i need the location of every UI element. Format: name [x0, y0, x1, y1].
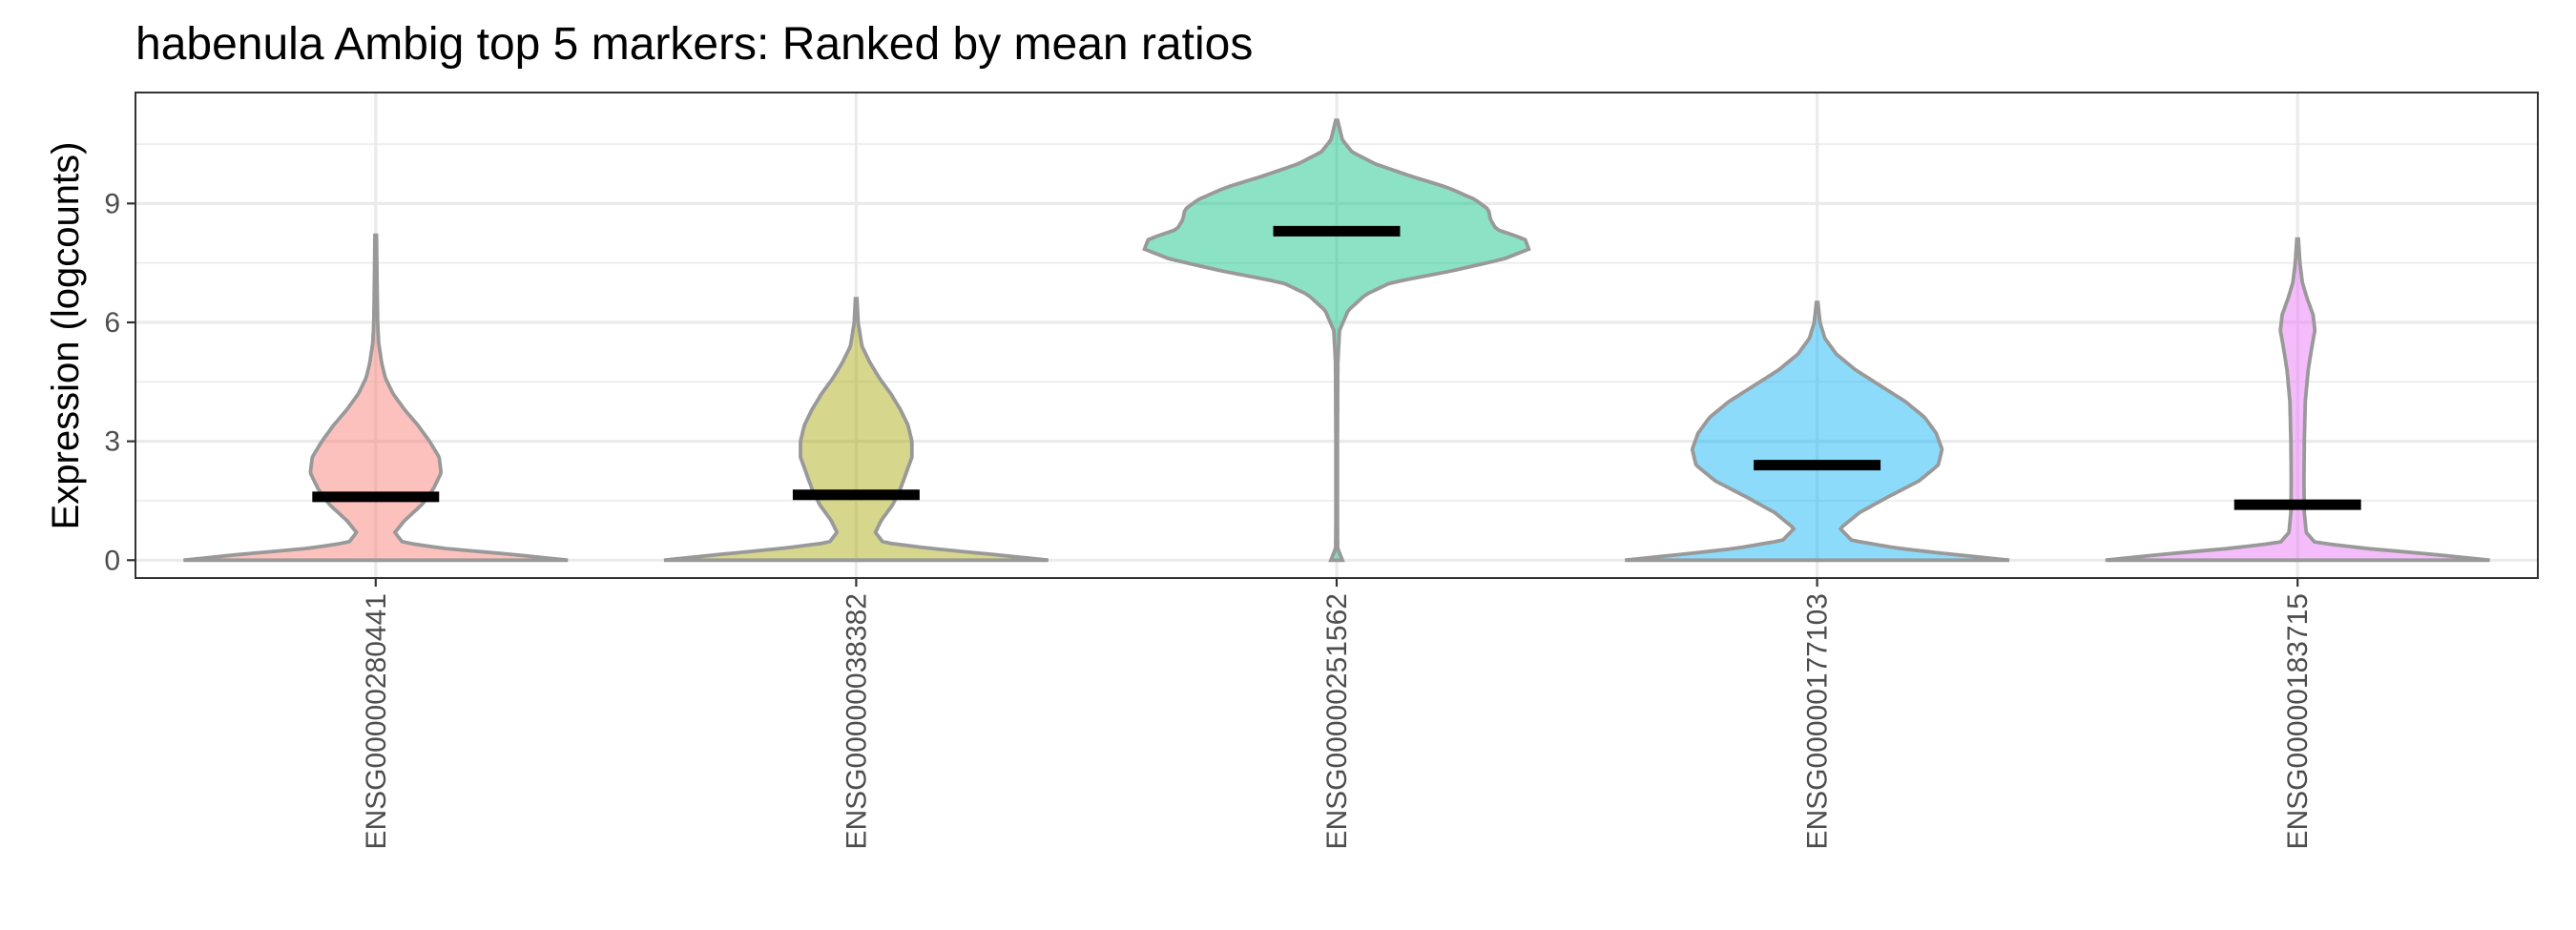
x-tick-label: ENSG00000183715: [2282, 593, 2314, 850]
x-axis: ENSG00000280441 ENSG00000038382 ENSG000002…: [361, 578, 2314, 850]
violin-ENSG00000280441: [183, 233, 569, 563]
violin-ENSG00000177103: [1625, 300, 2010, 563]
y-tick-label: 3: [104, 426, 120, 458]
x-tick-label: ENSG00000251562: [1321, 593, 1353, 850]
violin-ENSG00000251562: [1142, 118, 1531, 563]
violin-ENSG00000183715: [2105, 237, 2490, 563]
violin-ENSG00000038382: [663, 297, 1049, 563]
x-tick-label: ENSG00000177103: [1802, 593, 1834, 850]
y-tick-label: 0: [104, 545, 120, 576]
y-tick-label: 9: [104, 188, 120, 219]
chart-title: habenula Ambig top 5 markers: Ranked by …: [135, 19, 1253, 70]
mean-markers: [312, 225, 2361, 510]
x-tick-label: ENSG00000280441: [361, 593, 392, 850]
y-tick-label: 6: [104, 307, 120, 339]
y-axis: 0 3 6 9: [104, 188, 135, 576]
x-tick-label: ENSG00000038382: [841, 593, 872, 850]
y-axis-title: Expression (logcounts): [45, 142, 87, 530]
violins: [183, 118, 2490, 563]
